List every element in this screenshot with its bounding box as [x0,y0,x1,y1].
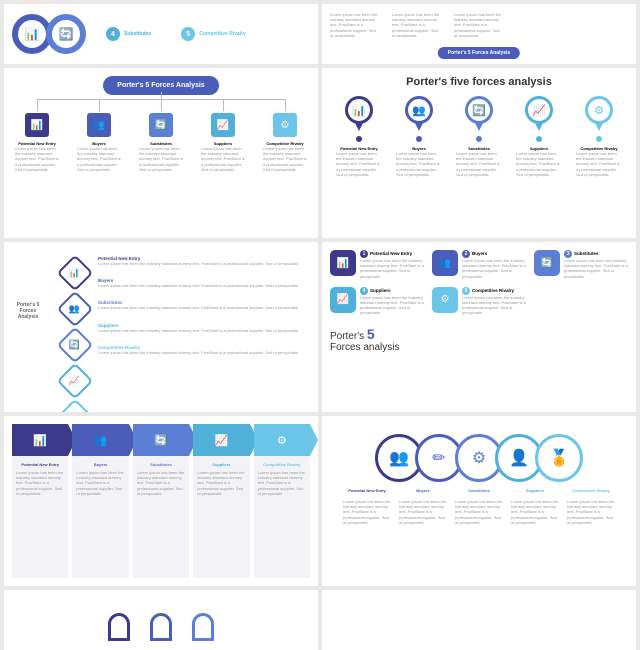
force-label: Competitive Rivalry [258,462,306,467]
force-label: Buyers [399,488,447,493]
force-label: Substitutes [455,488,503,493]
force-label: Potential New Entry [16,462,64,467]
force-number: 4 [106,27,120,41]
slide-partial-b [322,590,636,650]
diamond-icon: 📊 [57,255,94,292]
desc-text: Lorem ipsum has been the industry standa… [454,12,504,38]
force-icon: ⚙ [273,113,297,137]
pin-icon: 📈 [525,96,553,124]
force-label: Substitutes [124,31,151,37]
force-icon: ⚙ [432,287,458,313]
desc-text: Lorem ipsum has been the industry standa… [330,12,380,38]
force-icon: 📈 [211,113,235,137]
title-badge: Porter's 5 Forces Analysis [438,47,520,59]
slide-arrows: 📊Potential New EntryLorem ipsum has been… [4,416,318,586]
slide-partial-a [4,590,318,650]
side-title: Porter's 5ForcesAnalysis [10,302,46,320]
arrow-icon: 👥 [72,424,128,456]
force-label: Substitutes [137,462,185,467]
force-icon: 📈 [330,287,356,313]
arrow-icon: 📈 [193,424,249,456]
arrow-icon: 📊 [12,424,68,456]
slide-hierarchy: Porter's 5 Forces Analysis 📊Potential Ne… [4,68,318,238]
pin-icon: 📊 [345,96,373,124]
force-icon: 🔄 [534,250,560,276]
shield-icon [150,613,172,641]
diamond-icon: 📈 [57,363,94,400]
force-label: Potential New Entry [343,488,391,493]
venn-icon: 🏅 [535,434,583,482]
pin-icon: ⚙ [585,96,613,124]
force-icon: 👥 [87,113,111,137]
shield-icon [192,613,214,641]
ring-icon: 🔄 [46,14,86,54]
slide-venn: 👥 ✏ ⚙ 👤 🏅 Potential New Entry Buyers Sub… [322,416,636,586]
force-icon: 👥 [432,250,458,276]
force-label: Suppliers [197,462,245,467]
arrow-icon: ⚙ [254,424,310,456]
slide-diamonds: Porter's 5ForcesAnalysis 📊 👥 🔄 📈 ⚙ Poten… [4,242,318,412]
force-icon: 📊 [25,113,49,137]
shield-icon [108,613,130,641]
force-number: 5 [181,27,195,41]
diamond-icon: 👥 [57,291,94,328]
pin-icon: 👥 [405,96,433,124]
pin-icon: 🔄 [465,96,493,124]
desc-text: Lorem ipsum has been the industry standa… [392,12,442,38]
slide-grid: 📊1Potential New EntryLorem ipsum has bee… [322,242,636,412]
slide-title: Porter's 5Forces analysis [330,326,628,353]
diamond-icon: ⚙ [57,399,94,412]
force-icon: 🔄 [149,113,173,137]
diamond-icon: 🔄 [57,327,94,364]
force-icon: 📊 [330,250,356,276]
arrow-icon: 🔄 [133,424,189,456]
force-label: Buyers [76,462,124,467]
slide-pins: Porter's five forces analysis 📊Potential… [322,68,636,238]
slide-1a: 📊 🔄 4 Substitutes 5 Competitive Rivalry [4,4,318,64]
force-label: Competitive Rivalry [567,488,615,493]
slide-title: Porter's five forces analysis [330,76,628,88]
slide-1b: Lorem ipsum has been the industry standa… [322,4,636,64]
force-label: Competitive Rivalry [199,31,246,37]
force-label: Suppliers [511,488,559,493]
